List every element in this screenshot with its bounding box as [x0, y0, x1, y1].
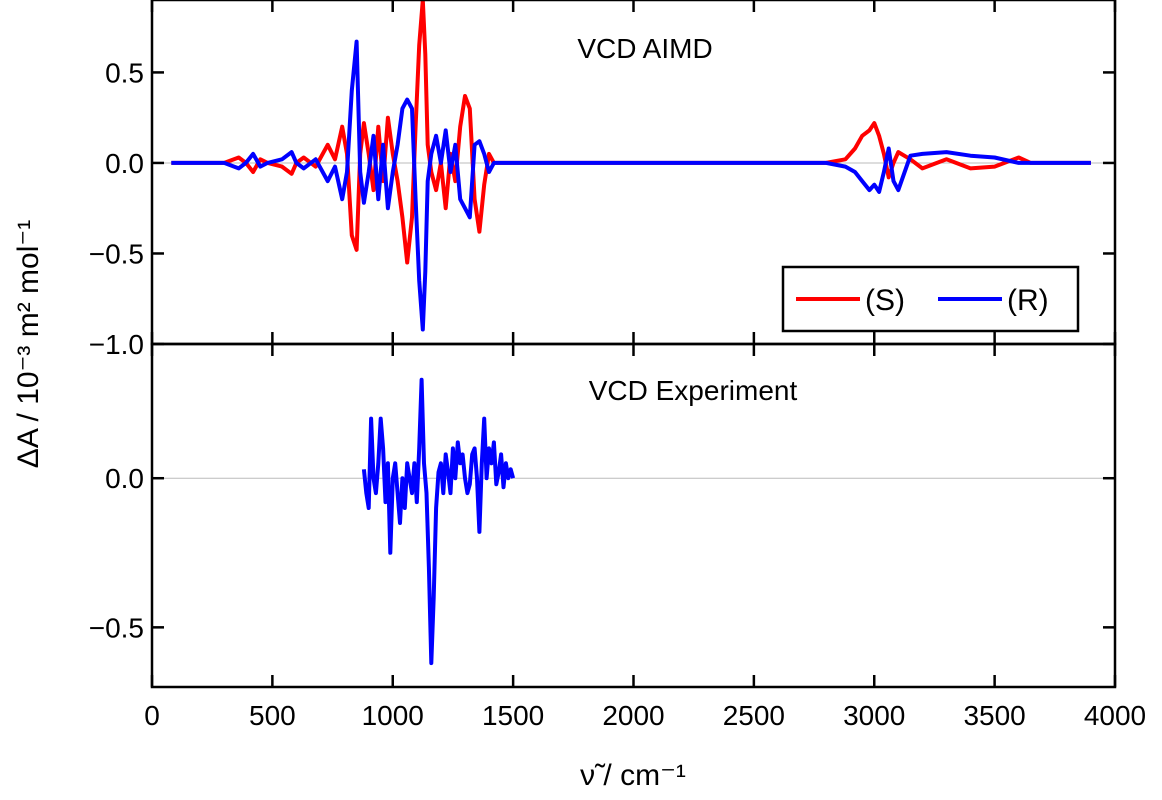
x-tick-labels: 0 500 1000 1500 2000 2500 3000 3500 4000 — [144, 700, 1146, 731]
top-ytick-label: −1.0 — [89, 329, 144, 360]
bot-series-line-experiment — [361, 377, 516, 666]
top-ytick-label: 0.5 — [105, 57, 144, 88]
x-axis-label: ν̃ / cm⁻¹ — [580, 759, 686, 792]
bottom-plot-frame — [150, 342, 1117, 689]
x-tick-label: 2000 — [602, 700, 664, 731]
bottom-y-tick-labels: −0.5 0.0 — [89, 463, 144, 643]
x-tick-label: 3000 — [843, 700, 905, 731]
panel-vcd-experiment: −0.5 0.0 0 500 1000 1500 2000 2500 3000 3500 4000… — [89, 342, 1146, 731]
bottom-series-group — [361, 377, 516, 666]
y-axis-label: ΔA / 10⁻³ m² mol⁻¹ — [12, 220, 45, 468]
legend-label-s: (S) — [865, 284, 905, 317]
top-series-group — [171, 0, 1091, 332]
x-tick-label: 0 — [144, 700, 160, 731]
top-y-tick-labels: −1.0 −0.5 0.0 0.5 — [89, 57, 144, 360]
top-series-line-r — [171, 39, 1091, 332]
x-tick-label: 500 — [249, 700, 296, 731]
top-panel-title: VCD AIMD — [577, 33, 712, 64]
x-tick-label: 1500 — [482, 700, 544, 731]
legend-label-r: (R) — [1007, 284, 1049, 317]
bottom-panel-title: VCD Experiment — [589, 375, 798, 406]
x-tick-label: 3500 — [963, 700, 1025, 731]
x-tick-label: 2500 — [723, 700, 785, 731]
top-ytick-label: −0.5 — [89, 238, 144, 269]
bot-ytick-label: 0.0 — [105, 463, 144, 494]
x-tick-label: 4000 — [1084, 700, 1146, 731]
top-ytick-label: 0.0 — [105, 148, 144, 179]
bot-ytick-label: −0.5 — [89, 612, 144, 643]
panel-vcd-aimd: −1.0 −0.5 0.0 0.5 VCD AIMD (S) (R) — [89, 0, 1117, 360]
x-tick-label: 1000 — [362, 700, 424, 731]
legend: (S) (R) — [781, 265, 1080, 333]
